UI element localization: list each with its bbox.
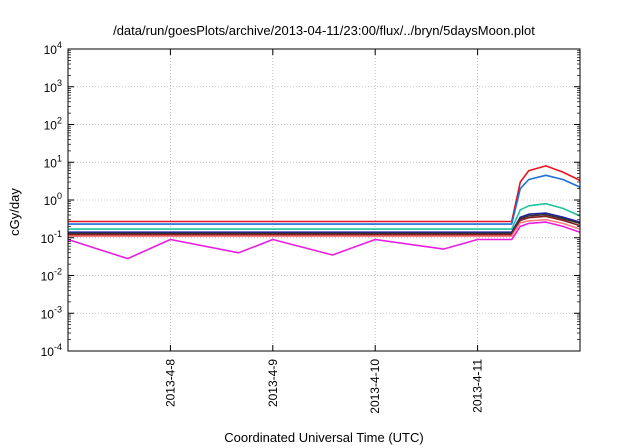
y-tick-base: 10 [44, 119, 58, 133]
y-tick-base: 10 [41, 232, 55, 246]
y-tick-exponent: -4 [54, 342, 62, 352]
y-tick-exponent: 0 [57, 191, 62, 201]
x-tick-label: 2013-4-9 [266, 359, 280, 407]
y-tick-exponent: 4 [57, 40, 62, 50]
series-line-8 [67, 221, 581, 260]
y-tick-exponent: 1 [57, 153, 62, 163]
y-tick-label: 10-4 [41, 342, 62, 359]
y-tick-base: 10 [44, 194, 58, 208]
y-tick-base: 10 [44, 156, 58, 170]
y-tick-label: 104 [44, 40, 62, 57]
y-tick-base: 10 [41, 345, 55, 359]
y-tick-label: 100 [44, 191, 62, 208]
y-tick-base: 10 [41, 307, 55, 321]
x-tick-label: 2013-4-8 [163, 359, 177, 407]
y-tick-label: 101 [44, 153, 62, 170]
series-line-2 [68, 174, 581, 225]
y-tick-label: 103 [44, 78, 62, 95]
y-tick-exponent: -3 [54, 304, 62, 314]
grid [68, 49, 580, 351]
x-tick-label: 2013-4-10 [368, 359, 382, 414]
series-line-7 [68, 218, 581, 237]
y-tick-base: 10 [44, 43, 58, 57]
y-tick-base: 10 [41, 270, 55, 284]
y-tick-label: 10-2 [41, 267, 62, 284]
y-tick-label: 10-1 [41, 229, 62, 246]
y-tick-label: 102 [44, 116, 62, 133]
y-tick-base: 10 [44, 81, 58, 95]
y-tick-exponent: -1 [54, 229, 62, 239]
series-line-1 [68, 165, 581, 223]
series-group [67, 165, 581, 260]
x-axis: 2013-4-8 2013-4-9 2013-4-10 2013-4-11 [163, 49, 485, 414]
y-tick-label: 10-3 [41, 304, 62, 321]
series-line-3 [68, 202, 581, 230]
y-tick-exponent: 2 [57, 116, 62, 126]
x-tick-label: 2013-4-11 [471, 359, 485, 413]
y-tick-exponent: 3 [57, 78, 62, 88]
chart-title: /data/run/goesPlots/archive/2013-04-11/2… [113, 23, 535, 38]
x-axis-label: Coordinated Universal Time (UTC) [224, 430, 423, 445]
y-axis-label: cGy/day [7, 188, 22, 236]
y-tick-exponent: -2 [54, 267, 62, 277]
